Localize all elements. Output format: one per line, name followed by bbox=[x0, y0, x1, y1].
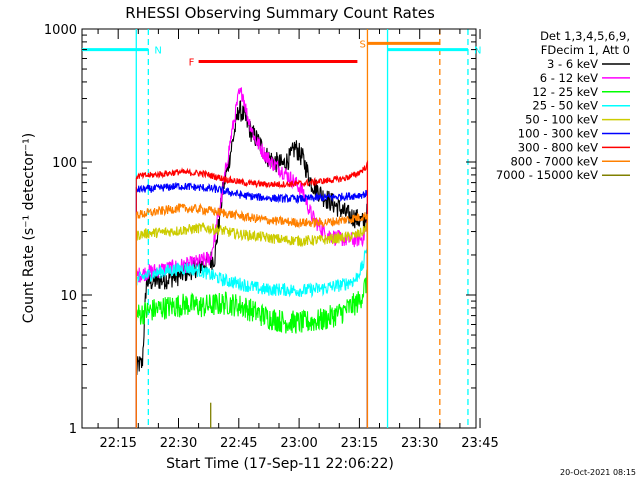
y-tick-label: 10 bbox=[60, 289, 77, 304]
chart-title: RHESSI Observing Summary Count Rates bbox=[125, 4, 435, 22]
plot-frame bbox=[81, 28, 477, 429]
y-axis: 1 10 100 1000 bbox=[44, 23, 476, 437]
plot-area: N N F S bbox=[81, 28, 481, 429]
x-tick-label: 23:30 bbox=[401, 436, 438, 451]
series-line bbox=[135, 202, 368, 428]
legend-entry-label: 100 - 300 keV bbox=[518, 127, 598, 141]
legend-entry-label: 3 - 6 keV bbox=[547, 57, 598, 71]
legend-header: FDecim 1, Att 0 bbox=[541, 43, 630, 57]
y-tick-label: 1 bbox=[69, 422, 77, 437]
legend-entry-label: 25 - 50 keV bbox=[532, 99, 598, 113]
y-tick-label: 1000 bbox=[44, 23, 77, 38]
legend: Det 1,3,4,5,6,9,FDecim 1, Att 03 - 6 keV… bbox=[496, 29, 630, 182]
series-line bbox=[135, 243, 368, 428]
legend-header: Det 1,3,4,5,6,9, bbox=[540, 29, 630, 43]
x-tick-label: 23:00 bbox=[280, 436, 317, 451]
x-axis-label: Start Time (17-Sep-11 22:06:22) bbox=[166, 456, 394, 472]
x-tick-label: 23:15 bbox=[341, 436, 378, 451]
x-tick-label: 23:45 bbox=[461, 436, 498, 451]
series-line bbox=[135, 220, 368, 428]
legend-entry-label: 12 - 25 keV bbox=[532, 85, 598, 99]
legend-entry-label: 50 - 100 keV bbox=[525, 113, 598, 127]
x-tick-label: 22:45 bbox=[220, 436, 257, 451]
legend-entry-label: 800 - 7000 keV bbox=[510, 154, 598, 168]
y-axis-label: Count Rate (s⁻¹ detector⁻¹) bbox=[21, 133, 37, 323]
series-line bbox=[135, 182, 368, 428]
footer-timestamp: 20-Oct-2021 08:15 bbox=[560, 468, 636, 477]
legend-entry-label: 6 - 12 keV bbox=[540, 71, 598, 85]
x-axis: 22:15 22:30 22:45 23:00 23:15 23:30 23:45 bbox=[97, 29, 499, 451]
series-line bbox=[135, 87, 368, 428]
x-tick-label: 22:15 bbox=[99, 436, 136, 451]
flare-bar-label: F bbox=[189, 57, 195, 68]
night-bar-label: N bbox=[474, 46, 481, 57]
night-bar-label: N bbox=[154, 46, 161, 57]
legend-entry-label: 300 - 800 keV bbox=[518, 140, 598, 154]
y-tick-label: 100 bbox=[52, 156, 77, 171]
series-line bbox=[135, 159, 368, 428]
legend-entry-label: 7000 - 15000 keV bbox=[496, 168, 598, 182]
x-tick-label: 22:30 bbox=[160, 436, 197, 451]
series-line bbox=[135, 269, 368, 428]
saa-bar-label: S bbox=[359, 39, 365, 50]
series-line bbox=[135, 100, 368, 428]
